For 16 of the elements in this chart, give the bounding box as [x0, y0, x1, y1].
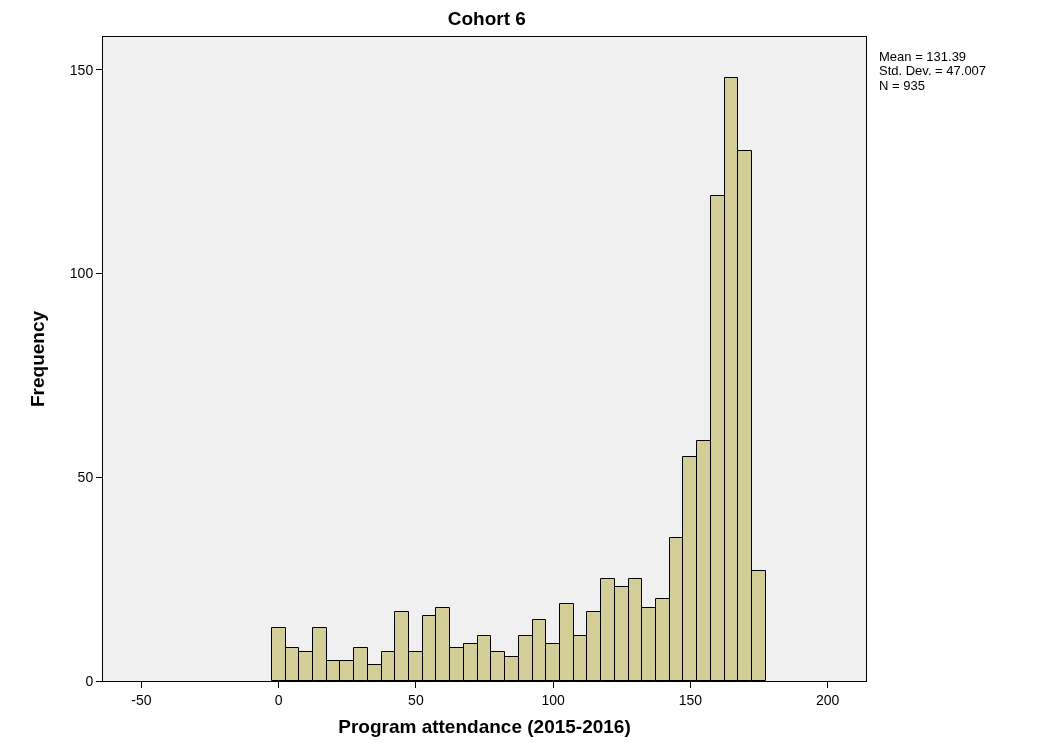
text: Mean = 131.39: [879, 49, 967, 64]
text: N = 935: [879, 78, 925, 93]
y-axis-title: Frequency: [26, 310, 48, 408]
chart-title: Cohort 6: [447, 7, 526, 29]
x-axis-title: Program attendance (2015-2016): [338, 715, 631, 737]
x-tick-label: 100: [541, 691, 566, 708]
x-tick-label: 0: [274, 691, 283, 708]
text: Std. Dev. = 47.007: [879, 63, 987, 78]
x-tick-label: 150: [678, 691, 703, 708]
y-tick-label: 100: [69, 265, 94, 282]
x-tick-label: -50: [131, 691, 152, 708]
y-tick-label: 0: [85, 672, 94, 689]
x-tick-label: 50: [408, 691, 424, 708]
y-tick-label: 50: [77, 469, 94, 486]
x-tick-label: 200: [815, 691, 840, 708]
y-tick-label: 150: [69, 61, 94, 78]
